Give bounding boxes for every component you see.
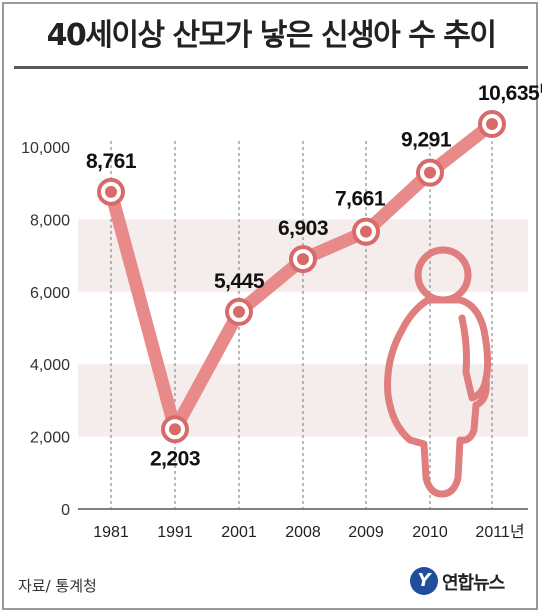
data-point-inner — [297, 253, 309, 266]
data-label: 2,203 — [150, 447, 200, 470]
x-tick-label: 2010 — [412, 524, 448, 541]
logo-mark: Y — [410, 567, 438, 595]
data-point-inner — [486, 118, 498, 131]
data-label: 5,445 — [214, 270, 265, 293]
y-tick-label: 8,000 — [30, 212, 70, 229]
x-tick-label: 2008 — [285, 524, 321, 541]
y-tick-label: 2,000 — [30, 430, 70, 447]
data-label: 8,761 — [86, 150, 137, 173]
source-note: 자료/ 통계청 — [18, 577, 97, 595]
x-tick-label: 1991 — [157, 524, 193, 541]
data-label: 6,903 — [278, 217, 328, 240]
title-divider — [14, 66, 528, 69]
yonhap-logo: Y 연합뉴스 — [410, 566, 530, 598]
y-axis-ticks: 0 2,000 4,000 6,000 8,000 10,000 — [21, 140, 70, 519]
data-label: 9,291 — [401, 129, 452, 152]
data-point-inner — [424, 166, 436, 179]
x-tick-label: 2009 — [348, 524, 384, 541]
x-tick-label: 1981 — [93, 524, 129, 541]
chart-title: 40세이상 산모가 낳은 신생아 수 추이 — [46, 18, 497, 53]
y-tick-label: 0 — [61, 502, 70, 519]
data-point-inner — [169, 423, 181, 436]
y-tick-label: 4,000 — [30, 357, 70, 374]
x-tick-label: 2001 — [221, 524, 257, 541]
data-label: 7,661 — [335, 188, 386, 211]
y-tick-label: 10,000 — [21, 140, 70, 157]
pregnant-woman-icon — [384, 246, 492, 498]
data-points — [97, 110, 506, 444]
data-labels: 8,761 2,203 5,445 6,903 7,661 9,291 10,635명 — [86, 82, 542, 470]
data-point-inner — [233, 305, 245, 318]
data-label: 10,635명 — [478, 82, 542, 105]
data-point-inner — [360, 225, 372, 238]
x-axis-ticks: 1981 1991 2001 2008 2009 2010 2011년 — [93, 523, 524, 541]
logo-text: 연합뉴스 — [442, 573, 505, 594]
data-point-inner — [105, 185, 117, 198]
x-tick-label: 2011년 — [475, 523, 524, 541]
y-tick-label: 6,000 — [30, 285, 70, 302]
